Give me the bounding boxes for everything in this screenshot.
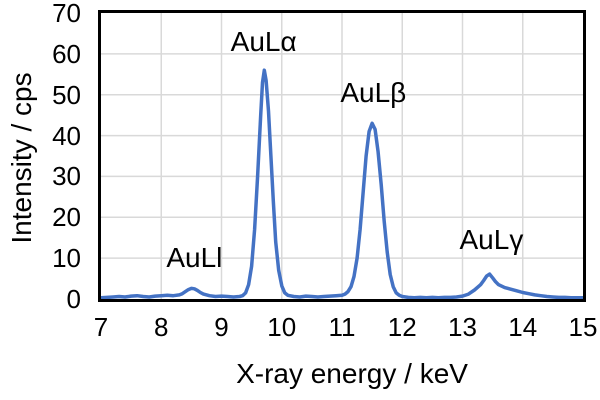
peak-annotation-aull: AuLl (166, 242, 223, 274)
peak-annotation-aulβ: AuLβ (340, 76, 407, 108)
y-tick-label: 50 (52, 79, 81, 110)
x-tick-label: 13 (448, 312, 477, 342)
y-tick-label: 70 (52, 0, 81, 28)
spectrum-line (101, 68, 583, 299)
x-tick-label: 10 (267, 312, 297, 342)
x-tick-label: 14 (508, 312, 538, 342)
x-tick-label: 7 (93, 312, 109, 342)
y-tick-label: 30 (52, 161, 81, 192)
spectrum-series (101, 68, 583, 299)
x-axis-title: X-ray energy / keV (236, 358, 468, 389)
gridlines (101, 13, 583, 299)
y-tick-label: 40 (52, 120, 81, 151)
peak-annotation-aulγ: AuLγ (459, 223, 524, 255)
x-tick-label: 8 (154, 312, 169, 342)
plot-area (98, 10, 586, 302)
y-tick-label: 60 (52, 38, 81, 69)
plot-svg (101, 13, 583, 299)
x-tick-label: 12 (387, 312, 417, 342)
y-tick-label: 0 (66, 284, 81, 314)
y-tick-label: 20 (52, 202, 81, 233)
peak-annotation-aulα: AuLα (230, 25, 297, 57)
x-tick-label: 11 (328, 312, 356, 342)
y-tick-label: 10 (52, 243, 81, 274)
x-tick-label: 15 (568, 312, 598, 342)
x-tick-label: 9 (214, 312, 229, 342)
